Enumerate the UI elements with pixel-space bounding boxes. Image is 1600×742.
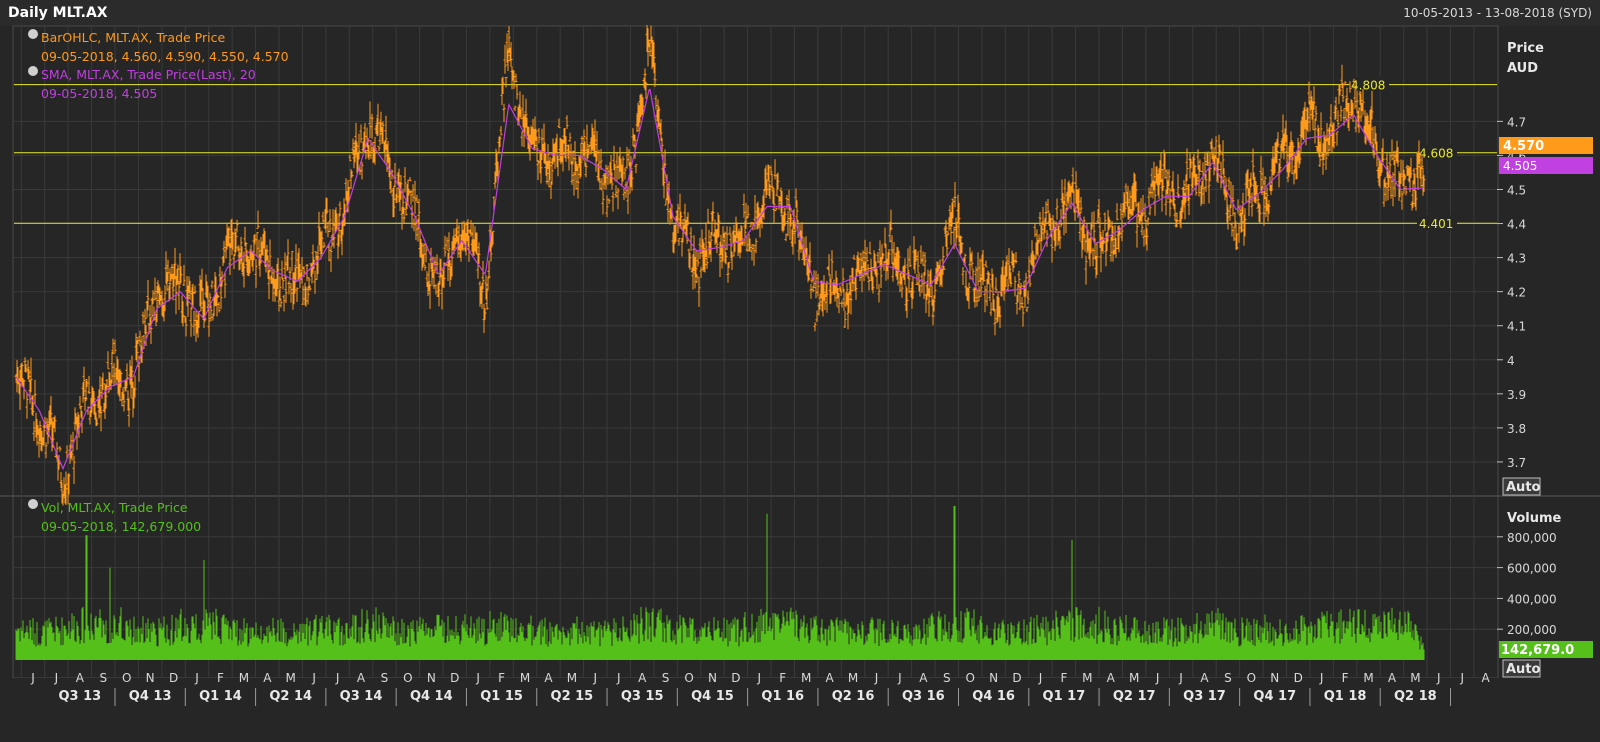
reference-label-bg — [1417, 215, 1457, 231]
reference-line-label: 4.808 — [1351, 79, 1385, 93]
reference-line-label: 4.401 — [1419, 217, 1453, 231]
reference-label-bg — [1349, 76, 1389, 92]
price-bars — [14, 25, 1426, 506]
grid-layer — [14, 26, 1497, 678]
reference-label-bg — [1417, 144, 1457, 160]
title-bar: Daily MLT.AX 10-05-2013 - 13-08-2018 (SY… — [0, 0, 1600, 26]
chart-title: Daily MLT.AX — [8, 5, 108, 21]
volume-bars — [15, 506, 1425, 660]
x-axis-band — [0, 678, 1600, 742]
date-range: 10-05-2013 - 13-08-2018 (SYD) — [1403, 6, 1592, 20]
reference-line-label: 4.608 — [1419, 147, 1453, 161]
